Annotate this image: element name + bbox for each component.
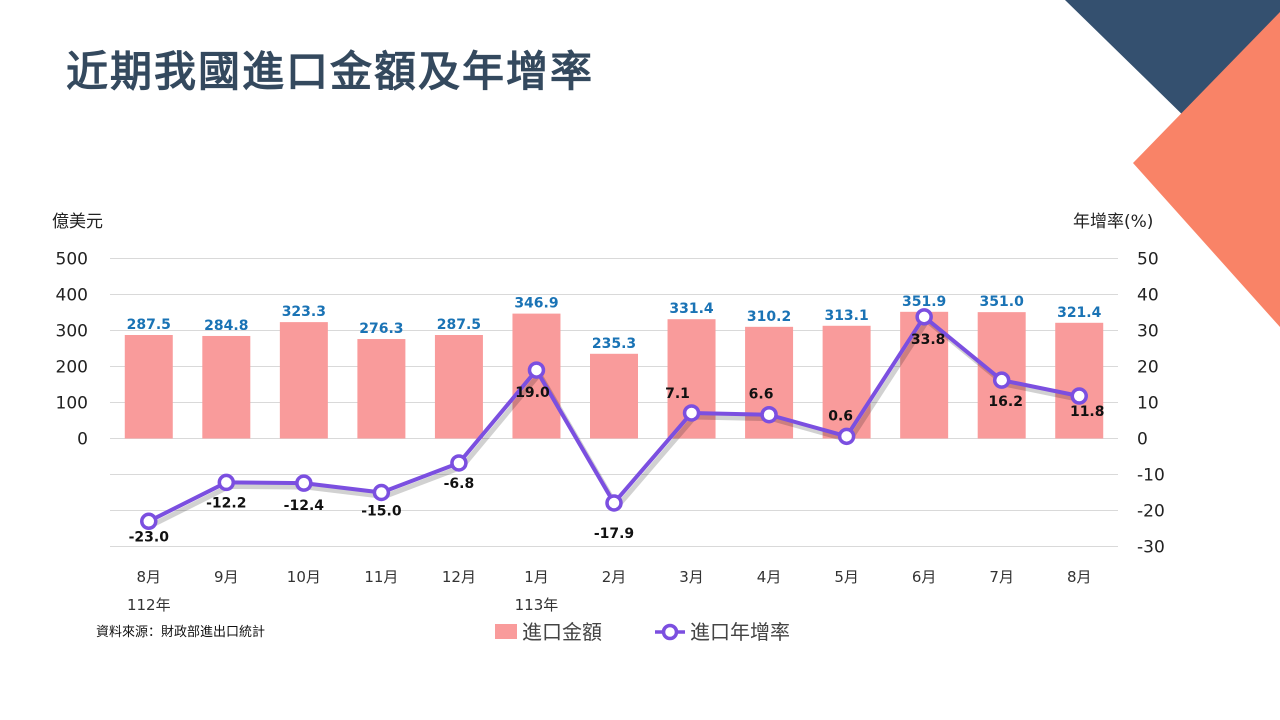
bar [357, 339, 406, 439]
line-value-label: 7.1 [665, 386, 690, 402]
line-value-label: 0.6 [828, 408, 853, 424]
right-axis-unit: 年增率(%) [1073, 212, 1153, 232]
line-marker [372, 483, 391, 502]
category-label: 12月 [442, 568, 476, 586]
left-tick-label: 0 [77, 430, 88, 450]
bar [900, 311, 949, 439]
bar-value-label: 287.5 [437, 317, 481, 333]
category-label: 10月 [287, 568, 321, 586]
line-value-label: 16.2 [988, 394, 1023, 410]
data-labels: 287.5 284.8 323.3 276.3 287.5 346.9 235.3 331.4… [127, 294, 1105, 545]
category-label: 7月 [989, 568, 1014, 586]
left-axis-unit: 億美元 [52, 212, 103, 232]
line-value-label: -15.0 [361, 504, 402, 520]
right-tick-label: -10 [1137, 466, 1165, 486]
legend-line-label: 進口年增率 [690, 620, 790, 644]
left-tick-label: 300 [56, 322, 88, 342]
line-value-label: -23.0 [129, 529, 170, 545]
category-label: 9月 [214, 568, 239, 586]
bar [202, 335, 251, 439]
bar [590, 353, 638, 439]
line-series [140, 308, 1088, 531]
coral-triangle [1133, 12, 1280, 327]
right-tick-label: 40 [1137, 286, 1159, 306]
bar [822, 325, 871, 439]
bar [434, 335, 483, 439]
right-tick-label: 50 [1137, 250, 1159, 270]
category-label: 5月 [834, 568, 859, 586]
line-marker [527, 361, 546, 379]
bar-value-label: 331.4 [669, 301, 714, 317]
category-label: 2月 [602, 568, 627, 586]
bar-value-label: 284.8 [204, 318, 248, 334]
left-tick-label: 400 [56, 286, 88, 306]
category-label: 8月 [136, 568, 161, 586]
line-marker [760, 405, 778, 424]
bar-value-label: 276.3 [359, 321, 403, 337]
bar [279, 322, 328, 439]
bar-value-label: 321.4 [1057, 305, 1102, 321]
bar-value-label: 310.2 [747, 309, 791, 325]
legend: 進口金額 進口年增率 [495, 620, 790, 644]
year-label: 112年 [127, 596, 171, 614]
left-tick-label: 500 [56, 250, 88, 270]
line-value-label: 6.6 [749, 387, 774, 403]
line-marker [217, 473, 236, 492]
left-tick-label: 200 [56, 358, 88, 378]
category-label: 4月 [757, 568, 782, 586]
line-value-label: 11.8 [1070, 404, 1105, 420]
line-marker [682, 404, 701, 422]
bar-value-label: 235.3 [592, 336, 636, 352]
bar [124, 335, 173, 439]
line-marker [992, 371, 1011, 389]
right-tick-label: 20 [1137, 358, 1159, 378]
bar-series [124, 311, 1104, 439]
bar-value-label: 313.1 [824, 308, 868, 324]
legend-bar-swatch [495, 624, 517, 639]
line-value-label: -12.2 [206, 495, 246, 511]
bar-value-label: 351.9 [902, 294, 946, 310]
year-label: 113年 [515, 596, 559, 614]
line-value-label: -12.4 [284, 498, 325, 514]
axes: 億美元 年增率(%) 500400300200100050403020100-1… [52, 212, 1165, 614]
legend-bar-label: 進口金額 [522, 620, 602, 644]
left-tick-label: 100 [56, 394, 88, 414]
category-label: 11月 [364, 568, 398, 586]
bar [1055, 322, 1104, 439]
legend-line-marker [661, 623, 679, 641]
right-tick-label: -20 [1137, 502, 1165, 522]
line-value-label: -17.9 [594, 526, 634, 542]
bar-value-label: 323.3 [282, 304, 326, 320]
category-label: 3月 [679, 568, 704, 586]
line-marker [450, 454, 468, 472]
line-marker [295, 474, 313, 492]
category-label: 8月 [1067, 568, 1092, 586]
page-title: 近期我國進口金額及年增率 [66, 47, 595, 96]
right-tick-label: 10 [1137, 394, 1159, 414]
line-marker [837, 427, 856, 446]
line-value-label: -6.8 [444, 476, 475, 492]
bar-value-label: 351.0 [980, 294, 1025, 310]
right-tick-label: 0 [1137, 430, 1148, 450]
right-tick-label: -30 [1137, 538, 1165, 558]
line-value-label: 19.0 [515, 385, 550, 401]
line-marker [605, 494, 623, 512]
line-marker [1070, 387, 1088, 405]
right-tick-label: 30 [1137, 322, 1159, 342]
category-label: 1月 [524, 568, 549, 586]
bar-value-label: 346.9 [514, 296, 558, 312]
source-note: 資料來源：財政部進出口統計 [96, 624, 265, 640]
line-value-label: 33.8 [911, 332, 946, 348]
line-marker [915, 308, 933, 326]
category-label: 6月 [912, 568, 937, 586]
bar-value-label: 287.5 [127, 317, 171, 333]
line-marker [140, 512, 158, 531]
